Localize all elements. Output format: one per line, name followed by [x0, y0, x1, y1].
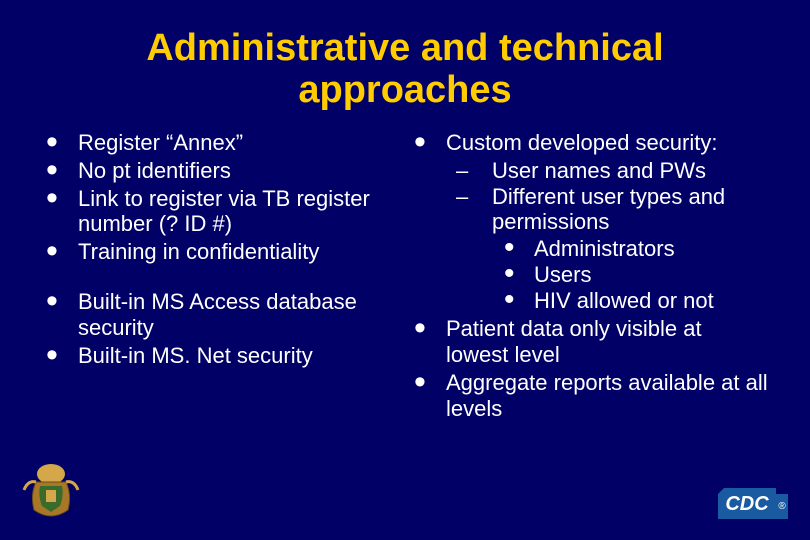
content-columns: Register “Annex” No pt identifiers Link …	[40, 130, 770, 424]
left-list-2: Built-in MS Access database security Bui…	[40, 289, 400, 369]
list-item: Link to register via TB register number …	[40, 186, 400, 238]
svg-text:®: ®	[778, 501, 786, 512]
list-item-text: Custom developed security:	[446, 130, 717, 155]
list-item: User names and PWs	[446, 158, 770, 184]
left-list-1: Register “Annex” No pt identifiers Link …	[40, 130, 400, 266]
list-item: HIV allowed or not	[492, 288, 770, 314]
list-item: Patient data only visible at lowest leve…	[408, 316, 770, 368]
right-list: Custom developed security: User names an…	[408, 130, 770, 422]
list-item: Users	[492, 262, 770, 288]
coat-of-arms-icon	[20, 460, 82, 526]
left-column: Register “Annex” No pt identifiers Link …	[40, 130, 400, 424]
list-item: Aggregate reports available at all level…	[408, 370, 770, 422]
list-item: Register “Annex”	[40, 130, 400, 156]
sub-list: Administrators Users HIV allowed or not	[492, 236, 770, 314]
cdc-logo-icon: CDC ®	[718, 484, 788, 524]
list-item: Built-in MS. Net security	[40, 343, 400, 369]
list-item: No pt identifiers	[40, 158, 400, 184]
list-item: Different user types and permissions Adm…	[446, 184, 770, 315]
list-item: Custom developed security: User names an…	[408, 130, 770, 315]
slide-title: Administrative and technical approaches	[40, 28, 770, 112]
list-item-text: Different user types and permissions	[492, 184, 725, 235]
slide: Administrative and technical approaches …	[0, 0, 810, 540]
list-item: Built-in MS Access database security	[40, 289, 400, 341]
dash-list: User names and PWs Different user types …	[446, 158, 770, 315]
svg-text:CDC: CDC	[725, 493, 769, 515]
list-item: Administrators	[492, 236, 770, 262]
right-column: Custom developed security: User names an…	[408, 130, 770, 424]
list-item: Training in confidentiality	[40, 239, 400, 265]
spacer	[40, 267, 400, 289]
